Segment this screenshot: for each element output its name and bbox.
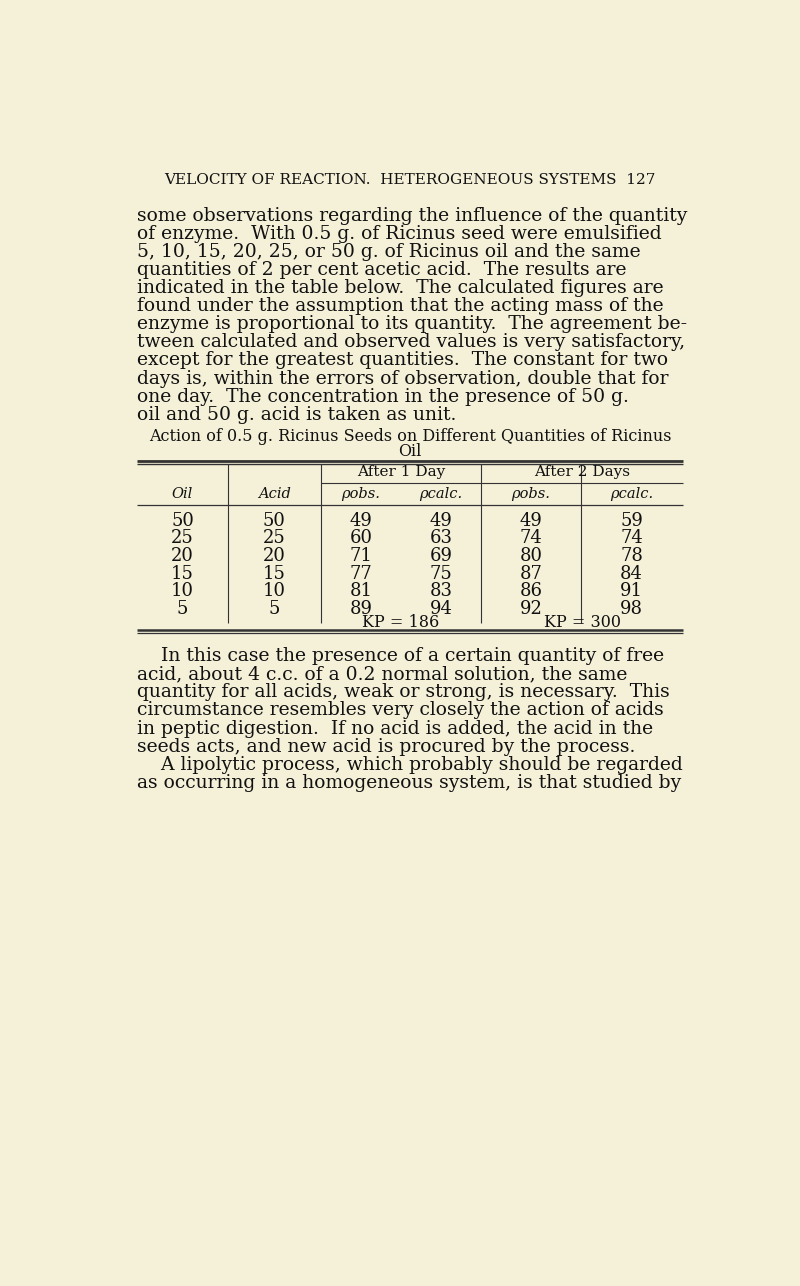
Text: ρobs.: ρobs. [342, 487, 380, 502]
Text: 60: 60 [350, 530, 372, 548]
Text: 81: 81 [350, 583, 372, 601]
Text: Oil: Oil [172, 487, 193, 502]
Text: 86: 86 [519, 583, 542, 601]
Text: 10: 10 [263, 583, 286, 601]
Text: 10: 10 [171, 583, 194, 601]
Text: Acid: Acid [258, 487, 291, 502]
Text: 25: 25 [171, 530, 194, 548]
Text: seeds acts, and new acid is procured by the process.: seeds acts, and new acid is procured by … [138, 738, 635, 756]
Text: KP = 186: KP = 186 [362, 613, 440, 631]
Text: After 2 Days: After 2 Days [534, 466, 630, 480]
Text: 49: 49 [519, 512, 542, 530]
Text: Action of 0.5 g. Ricinus Seeds on Different Quantities of Ricinus: Action of 0.5 g. Ricinus Seeds on Differ… [149, 428, 671, 445]
Text: tween calculated and observed values is very satisfactory,: tween calculated and observed values is … [138, 333, 686, 351]
Text: After 1 Day: After 1 Day [357, 466, 446, 480]
Text: 77: 77 [350, 565, 372, 583]
Text: quantities of 2 per cent acetic acid.  The results are: quantities of 2 per cent acetic acid. Th… [138, 261, 626, 279]
Text: 94: 94 [430, 601, 453, 619]
Text: ρobs.: ρobs. [511, 487, 550, 502]
Text: one day.  The concentration in the presence of 50 g.: one day. The concentration in the presen… [138, 387, 629, 405]
Text: 20: 20 [171, 547, 194, 565]
Text: 69: 69 [430, 547, 453, 565]
Text: found under the assumption that the acting mass of the: found under the assumption that the acti… [138, 297, 664, 315]
Text: days is, within the errors of observation, double that for: days is, within the errors of observatio… [138, 369, 669, 387]
Text: as occurring in a homogeneous system, is that studied by: as occurring in a homogeneous system, is… [138, 774, 682, 792]
Text: 5, 10, 15, 20, 25, or 50 g. of Ricinus oil and the same: 5, 10, 15, 20, 25, or 50 g. of Ricinus o… [138, 243, 641, 261]
Text: indicated in the table below.  The calculated figures are: indicated in the table below. The calcul… [138, 279, 664, 297]
Text: 25: 25 [263, 530, 286, 548]
Text: 91: 91 [620, 583, 643, 601]
Text: In this case the presence of a certain quantity of free: In this case the presence of a certain q… [138, 647, 664, 665]
Text: acid, about 4 c.c. of a 0.2 normal solution, the same: acid, about 4 c.c. of a 0.2 normal solut… [138, 665, 627, 683]
Text: 15: 15 [171, 565, 194, 583]
Text: enzyme is proportional to its quantity.  The agreement be-: enzyme is proportional to its quantity. … [138, 315, 687, 333]
Text: 71: 71 [350, 547, 372, 565]
Text: oil and 50 g. acid is taken as unit.: oil and 50 g. acid is taken as unit. [138, 405, 457, 423]
Text: A lipolytic process, which probably should be regarded: A lipolytic process, which probably shou… [138, 756, 683, 774]
Text: 74: 74 [519, 530, 542, 548]
Text: 84: 84 [620, 565, 643, 583]
Text: 80: 80 [519, 547, 542, 565]
Text: 89: 89 [350, 601, 372, 619]
Text: 49: 49 [430, 512, 453, 530]
Text: 75: 75 [430, 565, 452, 583]
Text: 83: 83 [430, 583, 453, 601]
Text: ρcalc.: ρcalc. [419, 487, 462, 502]
Text: Oil: Oil [398, 444, 422, 460]
Text: 92: 92 [519, 601, 542, 619]
Text: 5: 5 [177, 601, 188, 619]
Text: KP = 300: KP = 300 [543, 613, 621, 631]
Text: except for the greatest quantities.  The constant for two: except for the greatest quantities. The … [138, 351, 668, 369]
Text: 5: 5 [269, 601, 280, 619]
Text: of enzyme.  With 0.5 g. of Ricinus seed were emulsified: of enzyme. With 0.5 g. of Ricinus seed w… [138, 225, 662, 243]
Text: 87: 87 [519, 565, 542, 583]
Text: 50: 50 [171, 512, 194, 530]
Text: 15: 15 [263, 565, 286, 583]
Text: 78: 78 [620, 547, 643, 565]
Text: in peptic digestion.  If no acid is added, the acid in the: in peptic digestion. If no acid is added… [138, 719, 654, 737]
Text: quantity for all acids, weak or strong, is necessary.  This: quantity for all acids, weak or strong, … [138, 683, 670, 701]
Text: 20: 20 [263, 547, 286, 565]
Text: 74: 74 [620, 530, 643, 548]
Text: circumstance resembles very closely the action of acids: circumstance resembles very closely the … [138, 701, 664, 719]
Text: ρcalc.: ρcalc. [610, 487, 654, 502]
Text: 49: 49 [350, 512, 372, 530]
Text: 63: 63 [430, 530, 453, 548]
Text: 59: 59 [620, 512, 643, 530]
Text: VELOCITY OF REACTION.  HETEROGENEOUS SYSTEMS  127: VELOCITY OF REACTION. HETEROGENEOUS SYST… [164, 172, 656, 186]
Text: 98: 98 [620, 601, 643, 619]
Text: 50: 50 [263, 512, 286, 530]
Text: some observations regarding the influence of the quantity: some observations regarding the influenc… [138, 207, 687, 225]
